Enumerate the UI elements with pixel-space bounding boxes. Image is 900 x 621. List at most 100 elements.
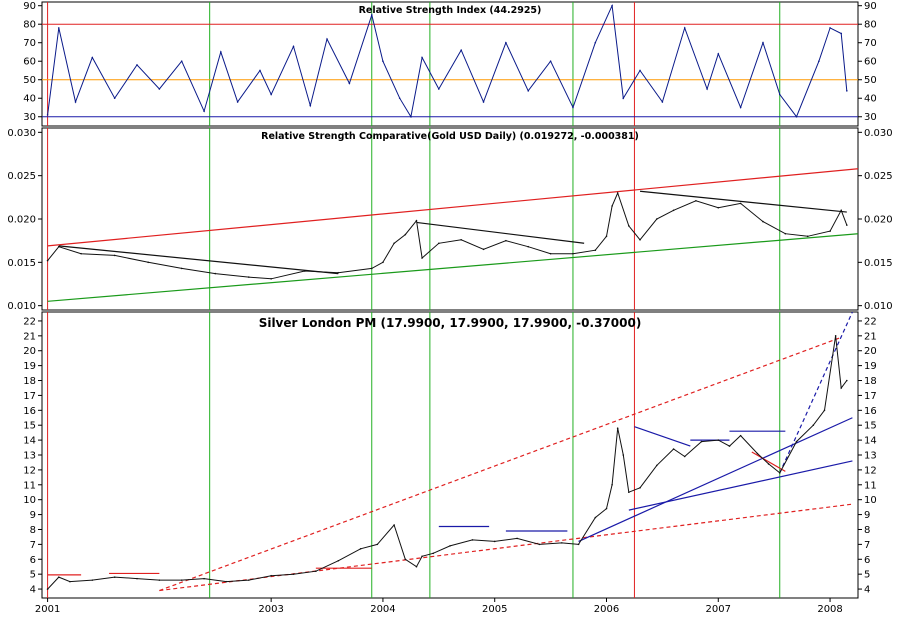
series-point bbox=[91, 579, 94, 581]
y-tick-label-right: 12 bbox=[864, 465, 877, 476]
series-point bbox=[359, 548, 362, 550]
y-tick-label-left: 18 bbox=[23, 376, 36, 387]
series-point bbox=[762, 41, 764, 44]
series-point bbox=[683, 455, 686, 458]
series-point bbox=[812, 424, 815, 427]
series-point bbox=[370, 14, 373, 16]
series-point bbox=[846, 379, 848, 382]
series-point bbox=[270, 574, 272, 577]
series-point bbox=[846, 224, 848, 226]
series-point bbox=[147, 261, 149, 264]
y-tick-label-left: 17 bbox=[23, 391, 36, 402]
y-tick-label-right: 18 bbox=[864, 376, 877, 387]
series-point bbox=[605, 507, 608, 510]
plot-frame bbox=[41, 127, 859, 311]
series-point bbox=[717, 439, 720, 441]
series-point bbox=[259, 69, 261, 72]
series-point bbox=[806, 235, 809, 238]
panel-rsi: 30 30 40 40 50 50 60 60 70 70 80 80 90 90 Relative Str… bbox=[23, 1, 877, 127]
series-point bbox=[247, 579, 250, 581]
series-point bbox=[834, 335, 837, 337]
y-tick-label-left: 0.020 bbox=[7, 215, 36, 226]
x-tick-label: 2007 bbox=[706, 604, 731, 615]
series-point bbox=[337, 559, 340, 562]
y-tick-label-right: 0.015 bbox=[864, 258, 893, 269]
series-point bbox=[57, 27, 60, 29]
trendline bbox=[779, 312, 853, 474]
trendline bbox=[47, 168, 858, 247]
series-point bbox=[113, 576, 116, 578]
series-point bbox=[560, 542, 563, 544]
series-point bbox=[410, 115, 412, 118]
series-point bbox=[421, 56, 423, 59]
series-point bbox=[572, 106, 574, 109]
series-point bbox=[113, 254, 116, 257]
series-point bbox=[706, 88, 708, 90]
series-point bbox=[611, 483, 613, 486]
y-tick-label-left: 7 bbox=[30, 540, 36, 551]
series-point bbox=[493, 540, 496, 543]
y-tick-label-right: 14 bbox=[864, 436, 877, 447]
series-point bbox=[527, 245, 530, 248]
x-tick-label: 2006 bbox=[594, 604, 619, 615]
series-point bbox=[46, 259, 49, 262]
y-tick-label-left: 60 bbox=[23, 57, 36, 68]
y-tick-label-left: 14 bbox=[23, 436, 36, 447]
y-tick-label-right: 80 bbox=[864, 20, 877, 31]
y-tick-label-right: 13 bbox=[864, 451, 877, 462]
y-tick-label-right: 20 bbox=[864, 346, 877, 357]
series-point bbox=[818, 60, 820, 63]
series-point bbox=[767, 463, 770, 465]
y-tick-label-left: 21 bbox=[23, 331, 36, 342]
series-point bbox=[683, 27, 686, 29]
y-tick-label-left: 10 bbox=[23, 495, 36, 506]
y-tick-label-left: 90 bbox=[23, 1, 36, 12]
y-tick-label-right: 15 bbox=[864, 421, 877, 432]
x-tick-label: 2003 bbox=[258, 604, 283, 615]
series-point bbox=[840, 387, 843, 389]
series-point bbox=[303, 270, 306, 272]
series-point bbox=[762, 220, 764, 223]
series-point bbox=[594, 516, 597, 519]
y-tick-label-right: 11 bbox=[864, 480, 877, 491]
y-tick-label-right: 16 bbox=[864, 406, 877, 417]
y-tick-label-right: 7 bbox=[864, 540, 870, 551]
y-tick-label-left: 11 bbox=[23, 480, 36, 491]
y-tick-label-left: 4 bbox=[30, 585, 36, 596]
series-point bbox=[80, 252, 82, 255]
series-point bbox=[628, 225, 630, 227]
series-point bbox=[460, 49, 462, 51]
x-tick-label: 2004 bbox=[370, 604, 395, 615]
series-point bbox=[292, 45, 295, 48]
y-tick-label-right: 0.010 bbox=[864, 301, 893, 312]
series-point bbox=[203, 110, 205, 112]
y-tick-label-right: 70 bbox=[864, 38, 877, 49]
y-tick-label-left: 22 bbox=[23, 316, 36, 327]
series-point bbox=[622, 97, 625, 100]
series-point bbox=[220, 51, 222, 53]
series-point bbox=[404, 233, 407, 236]
series-point bbox=[393, 242, 395, 245]
series-point bbox=[393, 524, 395, 526]
series-point bbox=[69, 580, 71, 583]
series-point bbox=[421, 555, 423, 558]
series-point bbox=[236, 101, 239, 103]
y-tick-label-right: 30 bbox=[864, 112, 877, 123]
y-tick-label-left: 6 bbox=[30, 555, 36, 566]
series-point bbox=[505, 41, 507, 44]
series-point bbox=[247, 276, 250, 278]
series-point bbox=[482, 248, 485, 251]
series-point bbox=[292, 573, 295, 575]
series-point bbox=[655, 464, 658, 467]
y-tick-label-right: 5 bbox=[864, 570, 870, 581]
series-point bbox=[471, 539, 474, 541]
plot-frame bbox=[41, 1, 859, 127]
panel-title: Silver London PM (17.9900, 17.9900, 17.9… bbox=[259, 316, 642, 330]
trendline bbox=[628, 460, 853, 511]
series-point bbox=[672, 448, 675, 450]
y-tick-label-left: 15 bbox=[23, 421, 36, 432]
y-tick-label-right: 50 bbox=[864, 75, 877, 86]
series-point bbox=[795, 115, 798, 118]
series-point bbox=[113, 97, 116, 100]
panel-title: Relative Strength Index (44.2925) bbox=[359, 5, 542, 16]
